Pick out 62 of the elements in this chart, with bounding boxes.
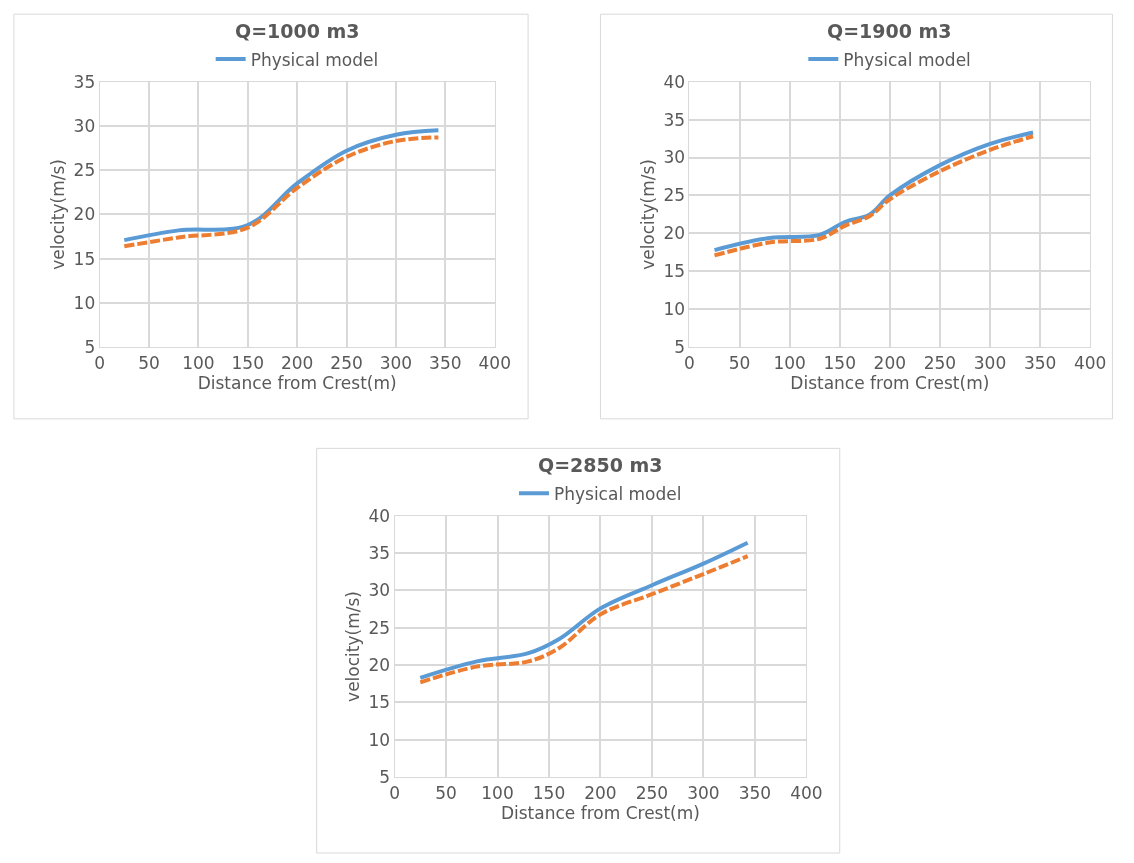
x-tick-label: 300 bbox=[687, 782, 720, 803]
x-tick-label: 400 bbox=[478, 352, 511, 373]
y-tick-label: 30 bbox=[368, 580, 391, 601]
x-tick-label: 50 bbox=[138, 352, 160, 373]
x-tick-label: 150 bbox=[231, 352, 264, 373]
y-tick-label: 5 bbox=[379, 767, 391, 788]
chart-title: Q=2850 m3 bbox=[538, 454, 663, 476]
y-axis-title: velocity(m/s) bbox=[343, 591, 364, 702]
y-tick-label: 25 bbox=[73, 160, 96, 181]
y-tick-label: 10 bbox=[663, 299, 686, 320]
x-tick-label: 350 bbox=[429, 352, 462, 373]
x-tick-label: 200 bbox=[873, 352, 907, 373]
x-tick-label: 250 bbox=[635, 782, 669, 803]
y-tick-label: 5 bbox=[84, 337, 96, 358]
y-tick-label: 30 bbox=[663, 147, 686, 168]
y-tick-label: 35 bbox=[73, 71, 96, 92]
chart-title: Q=1000 m3 bbox=[235, 20, 360, 42]
x-tick-label: 0 bbox=[94, 352, 106, 373]
x-axis-title: Distance from Crest(m) bbox=[500, 802, 700, 823]
x-tick-label: 150 bbox=[532, 782, 566, 803]
x-tick-label: 300 bbox=[379, 352, 413, 373]
y-tick-label: 10 bbox=[73, 292, 96, 313]
x-tick-label: 0 bbox=[389, 782, 400, 803]
x-tick-label: 200 bbox=[584, 782, 617, 803]
x-tick-label: 300 bbox=[973, 352, 1007, 373]
y-tick-label: 20 bbox=[368, 655, 391, 676]
y-tick-label: 20 bbox=[73, 204, 96, 225]
y-tick-label: 15 bbox=[368, 692, 391, 713]
x-tick-label: 0 bbox=[684, 352, 695, 373]
x-tick-label: 250 bbox=[923, 352, 957, 373]
y-tick-label: 15 bbox=[663, 261, 686, 282]
x-tick-label: 100 bbox=[481, 782, 514, 803]
x-tick-label: 100 bbox=[773, 352, 806, 373]
y-tick-label: 35 bbox=[368, 543, 391, 564]
y-tick-label: 20 bbox=[663, 223, 686, 244]
y-axis-title: velocity(m/s) bbox=[48, 159, 69, 270]
x-tick-label: 400 bbox=[790, 782, 823, 803]
x-tick-label: 200 bbox=[280, 352, 314, 373]
x-axis-title: Distance from Crest(m) bbox=[790, 372, 990, 393]
chart-title: Q=1900 m3 bbox=[827, 20, 952, 42]
x-tick-label: 100 bbox=[182, 352, 215, 373]
y-tick-label: 25 bbox=[663, 185, 686, 206]
legend-label: Physical model bbox=[553, 483, 682, 504]
y-tick-label: 35 bbox=[663, 109, 686, 130]
y-tick-label: 40 bbox=[663, 71, 686, 92]
x-tick-label: 350 bbox=[738, 782, 772, 803]
x-tick-label: 50 bbox=[435, 782, 457, 803]
x-tick-label: 400 bbox=[1073, 352, 1107, 373]
x-axis-title: Distance from Crest(m) bbox=[197, 372, 397, 393]
x-tick-label: 50 bbox=[728, 352, 751, 373]
y-tick-label: 15 bbox=[73, 248, 96, 269]
y-tick-label: 30 bbox=[73, 115, 96, 136]
y-tick-label: 10 bbox=[368, 729, 391, 750]
y-axis-title: velocity(m/s) bbox=[638, 159, 658, 270]
y-tick-label: 40 bbox=[368, 505, 391, 526]
legend-label: Physical model bbox=[843, 49, 971, 70]
x-tick-label: 250 bbox=[330, 352, 363, 373]
x-tick-label: 150 bbox=[823, 352, 856, 373]
x-tick-label: 350 bbox=[1023, 352, 1057, 373]
legend-label: Physical model bbox=[250, 49, 379, 70]
y-tick-label: 5 bbox=[674, 337, 686, 358]
y-tick-label: 25 bbox=[368, 617, 391, 638]
